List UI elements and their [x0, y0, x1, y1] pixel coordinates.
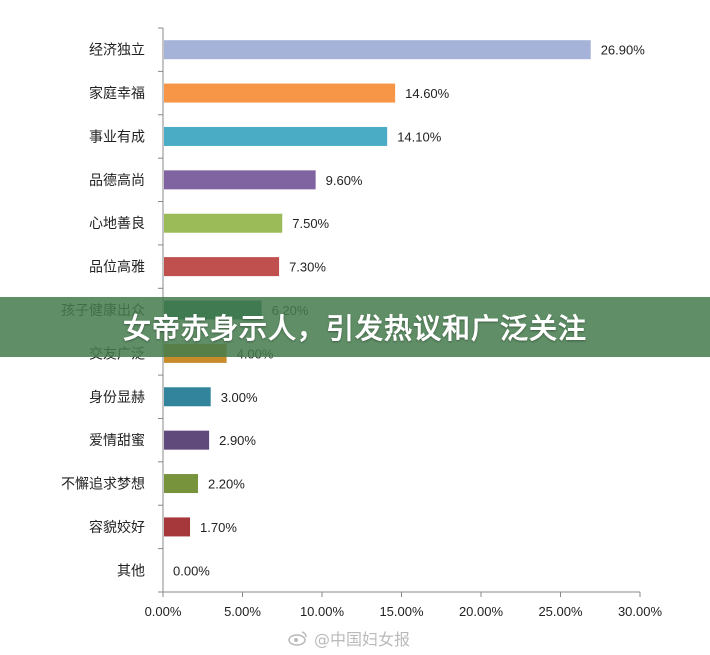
- category-label: 其他: [117, 563, 145, 579]
- category-label: 品位高雅: [89, 259, 145, 276]
- category-label: 不懈追求梦想: [61, 476, 145, 493]
- category-label: 心地善良: [89, 216, 145, 232]
- category-label: 家庭幸福: [89, 85, 145, 102]
- bar: [164, 40, 591, 60]
- watermark: @中国妇女报: [288, 626, 410, 650]
- x-tick-label: 30.00%: [618, 604, 663, 619]
- value-label: 7.30%: [289, 260, 326, 275]
- category-label: 爱情甜蜜: [89, 433, 145, 449]
- value-label: 14.10%: [397, 129, 442, 144]
- category-label: 品德高尚: [89, 172, 145, 189]
- value-label: 7.50%: [292, 216, 329, 231]
- x-tick-label: 5.00%: [224, 604, 261, 619]
- value-label: 14.60%: [405, 86, 450, 101]
- category-label: 容貌姣好: [89, 519, 145, 536]
- category-label: 经济独立: [89, 43, 145, 59]
- headline-banner: 女帝赤身示人，引发热议和广泛关注: [0, 297, 710, 357]
- value-label: 2.20%: [208, 477, 245, 492]
- bar: [164, 213, 283, 233]
- weibo-icon: [288, 631, 307, 646]
- bar: [164, 430, 210, 450]
- value-label: 1.70%: [200, 520, 237, 535]
- x-tick-label: 25.00%: [538, 604, 583, 619]
- value-label: 3.00%: [221, 390, 258, 405]
- x-tick-label: 20.00%: [459, 604, 504, 619]
- x-tick-label: 10.00%: [300, 604, 345, 619]
- bar: [164, 474, 198, 494]
- x-tick-label: 15.00%: [379, 604, 424, 619]
- x-tick-label: 0.00%: [145, 604, 182, 619]
- value-label: 0.00%: [173, 563, 210, 578]
- category-label: 事业有成: [89, 129, 145, 145]
- bar: [164, 126, 388, 146]
- bar: [164, 170, 316, 190]
- bar: [164, 257, 280, 277]
- value-label: 9.60%: [326, 173, 363, 188]
- headline-text: 女帝赤身示人，引发热议和广泛关注: [122, 312, 587, 345]
- value-label: 26.90%: [601, 43, 646, 58]
- bar: [164, 83, 396, 103]
- value-label: 2.90%: [219, 433, 256, 448]
- bar: [164, 517, 191, 537]
- category-label: 身份显赫: [89, 390, 145, 406]
- bar: [164, 387, 211, 407]
- watermark-text: @中国妇女报: [314, 630, 411, 649]
